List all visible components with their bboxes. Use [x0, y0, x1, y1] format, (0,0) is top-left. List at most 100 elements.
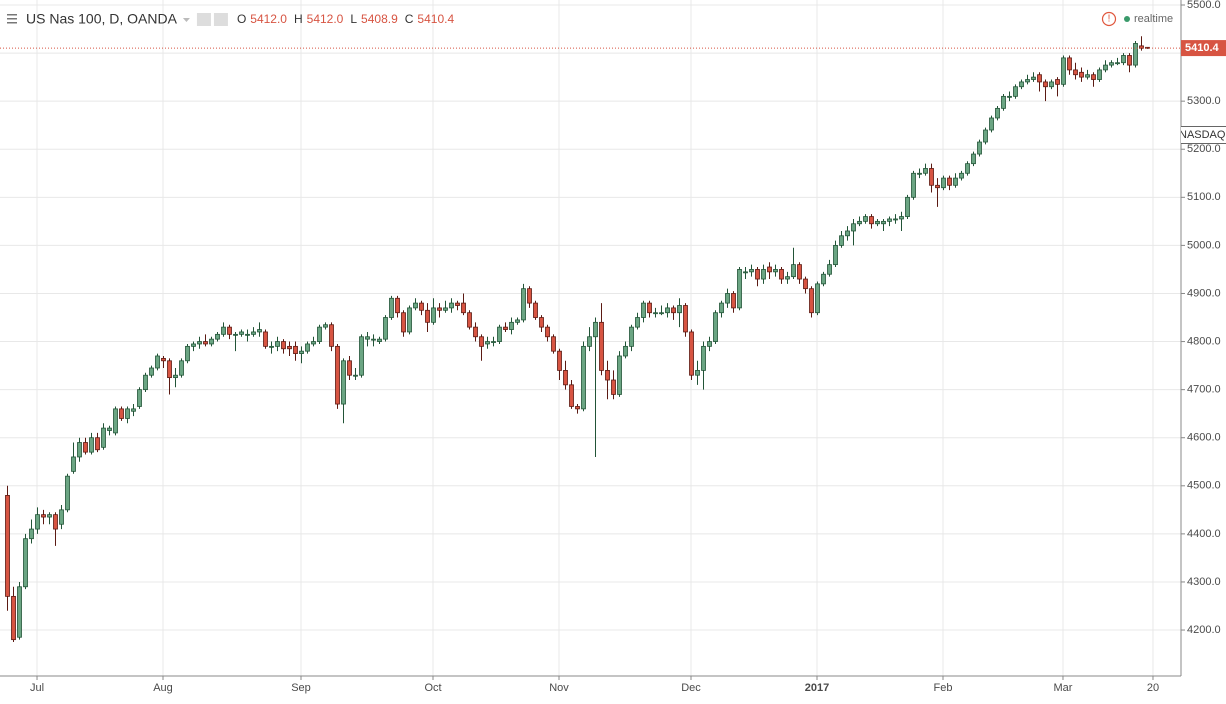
candle-body — [377, 338, 382, 342]
realtime-label: realtime — [1134, 13, 1173, 25]
candle-body — [53, 514, 58, 530]
candle-body — [113, 408, 118, 434]
candle-body — [899, 216, 904, 220]
x-tick-label: 20 — [1147, 682, 1159, 694]
candle-body — [827, 264, 832, 275]
candle-body — [293, 345, 298, 354]
candle-body — [857, 220, 862, 225]
candle-body — [1001, 95, 1006, 109]
last-price-box — [1181, 40, 1226, 57]
grid — [0, 0, 1181, 676]
realtime-dot — [1124, 16, 1130, 22]
candle-body — [221, 326, 226, 335]
candle-body — [227, 326, 232, 335]
candle-body — [767, 266, 772, 273]
x-tick-label: Aug — [153, 682, 173, 694]
menu-icon[interactable] — [7, 14, 17, 16]
header-extras: O 5412.0 H 5412.0 L 5408.9 C 5410.4 — [182, 12, 454, 26]
candle-body — [299, 350, 304, 354]
candle-body — [755, 269, 760, 280]
candle-body — [275, 341, 280, 347]
warning-icon[interactable] — [1101, 11, 1117, 27]
candle-body — [749, 269, 754, 273]
candle-body — [1049, 81, 1054, 88]
candle-body — [623, 345, 628, 357]
candle-body — [389, 297, 394, 318]
candle-body — [149, 367, 154, 376]
candle-body — [599, 321, 604, 371]
candle-body — [509, 321, 514, 330]
candle-body — [245, 333, 250, 336]
candle-body — [455, 302, 460, 306]
candle-body — [533, 302, 538, 318]
candle-body — [5, 495, 10, 597]
candle-body — [137, 389, 142, 407]
symbol-title[interactable]: US Nas 100, D, OANDA — [26, 11, 178, 27]
candle-body — [23, 538, 28, 588]
candle-body — [605, 370, 610, 381]
candle-body — [1103, 64, 1108, 71]
candle-body — [893, 218, 898, 221]
x-tick-label: 2017 — [805, 682, 829, 694]
candle-body — [953, 177, 958, 186]
candle-body — [419, 302, 424, 311]
candle-body — [665, 307, 670, 314]
candle-body — [35, 514, 40, 530]
settings-icon[interactable] — [196, 13, 211, 26]
y-tick-label: 4500.0 — [1187, 480, 1221, 492]
candle-body — [287, 345, 292, 350]
candle-body — [89, 437, 94, 453]
candle-body — [629, 326, 634, 347]
candle-body — [527, 288, 532, 304]
candle-body — [251, 331, 256, 335]
candle-body — [77, 442, 82, 458]
candle-body — [161, 357, 166, 362]
candle-body — [797, 264, 802, 280]
candle-body — [281, 341, 286, 350]
candle-body — [779, 269, 784, 280]
candle-body — [335, 345, 340, 405]
candle-body — [593, 321, 598, 338]
candle-body — [329, 324, 334, 347]
candle-body — [491, 341, 496, 343]
candle-body — [233, 333, 238, 336]
candle-body — [617, 355, 622, 395]
candle-body — [635, 317, 640, 328]
candle-body — [65, 475, 70, 511]
candle-body — [1061, 57, 1066, 85]
warning-glyph: ! — [1108, 14, 1111, 25]
candle-body — [407, 307, 412, 333]
candle-body — [203, 341, 208, 345]
candle-body — [125, 408, 130, 419]
candle-body — [959, 172, 964, 179]
candle-body — [971, 153, 976, 165]
candle-body — [443, 307, 448, 311]
candle-body — [1133, 43, 1138, 66]
candle-body — [101, 427, 106, 448]
candle-body — [701, 345, 706, 371]
candle-body — [875, 220, 880, 225]
candle-body — [719, 302, 724, 314]
y-tick-label: 5100.0 — [1187, 191, 1221, 203]
candle-body — [431, 307, 436, 323]
ohlc-key: O — [237, 12, 246, 26]
y-tick-label: 4600.0 — [1187, 432, 1221, 444]
candle-body — [383, 317, 388, 340]
candle-body — [887, 218, 892, 222]
candle-body — [545, 326, 550, 338]
candle-body — [1091, 74, 1096, 80]
candle-body — [167, 360, 172, 379]
candle-body — [521, 288, 526, 321]
compare-box — [1181, 126, 1226, 144]
candle-body — [473, 326, 478, 338]
candle-body — [815, 283, 820, 314]
candle-body — [449, 302, 454, 309]
candle-body — [761, 269, 766, 280]
candle-body — [689, 331, 694, 376]
candle-body — [653, 312, 658, 315]
candle-body — [71, 456, 76, 472]
y-tick-label: 4400.0 — [1187, 528, 1221, 540]
candle-body — [467, 312, 472, 328]
candle-body — [557, 350, 562, 371]
